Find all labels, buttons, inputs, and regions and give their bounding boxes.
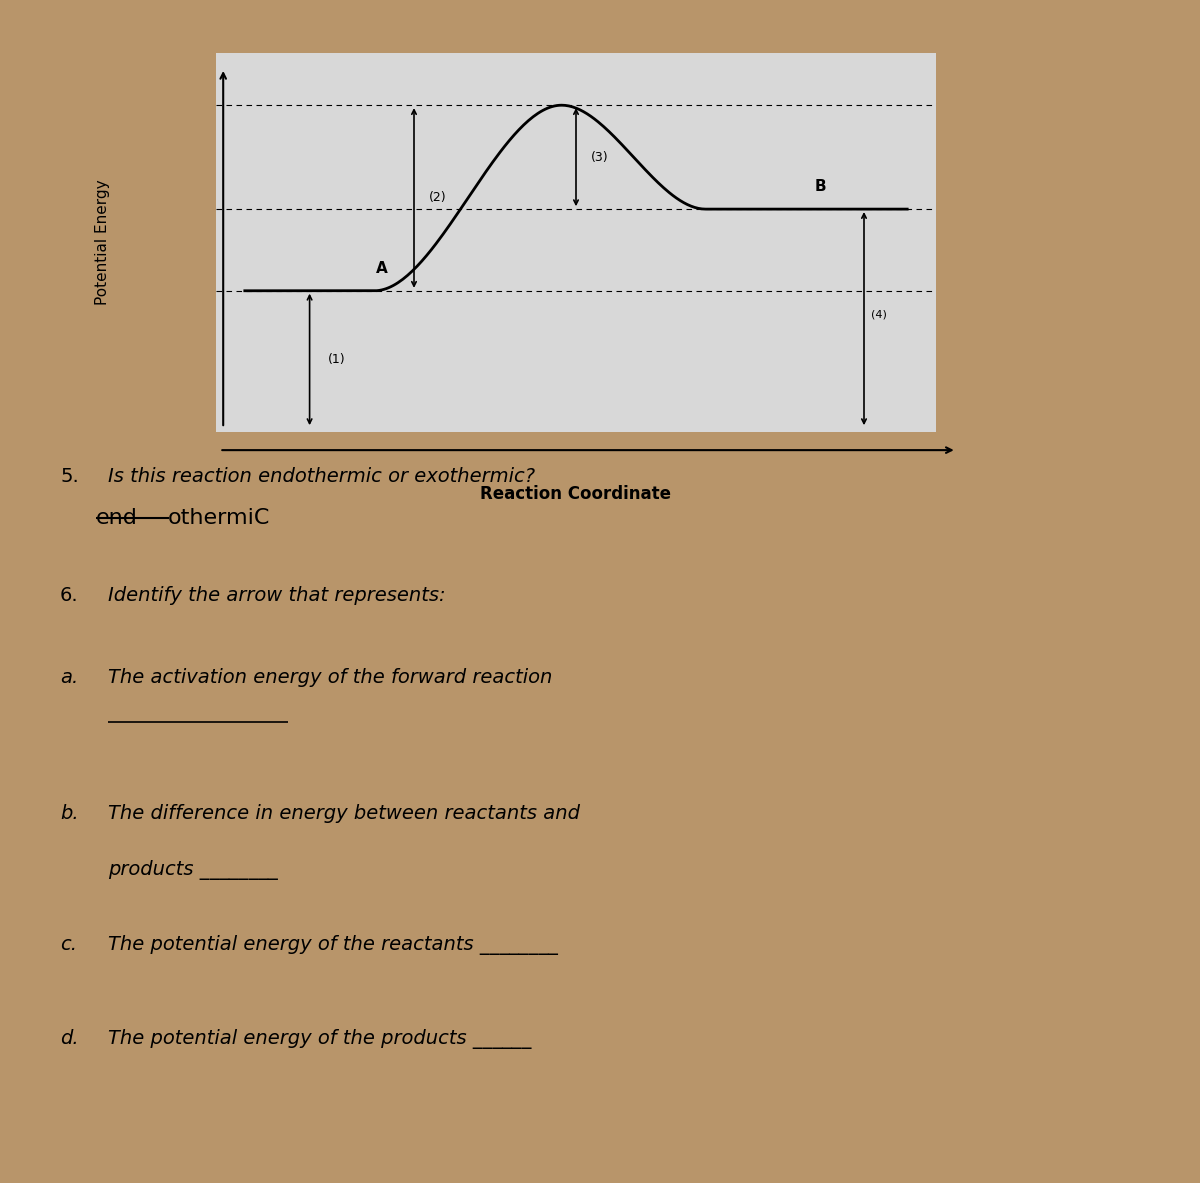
Text: The activation energy of the forward reaction: The activation energy of the forward rea… <box>108 668 552 687</box>
Text: (2): (2) <box>428 192 446 205</box>
Text: The difference in energy between reactants and: The difference in energy between reactan… <box>108 804 580 823</box>
Text: The potential energy of the reactants ________: The potential energy of the reactants __… <box>108 935 558 955</box>
Text: Reaction Coordinate: Reaction Coordinate <box>480 485 672 503</box>
Text: (4): (4) <box>871 310 887 319</box>
Text: A: A <box>376 261 388 276</box>
Text: 6.: 6. <box>60 586 79 605</box>
Text: end: end <box>96 508 138 528</box>
Text: b.: b. <box>60 804 79 823</box>
Text: (1): (1) <box>328 353 346 366</box>
Text: othermiC: othermiC <box>168 508 270 528</box>
Text: (3): (3) <box>590 150 608 163</box>
Text: 5.: 5. <box>60 467 79 486</box>
Text: products ________: products ________ <box>108 860 277 880</box>
Text: Is this reaction endothermic or exothermic?: Is this reaction endothermic or exotherm… <box>108 467 535 486</box>
Text: B: B <box>815 180 827 194</box>
Text: Potential Energy: Potential Energy <box>95 180 109 305</box>
Text: The potential energy of the products ______: The potential energy of the products ___… <box>108 1029 532 1049</box>
Text: c.: c. <box>60 935 77 953</box>
Text: d.: d. <box>60 1029 79 1048</box>
Text: a.: a. <box>60 668 78 687</box>
Text: Identify the arrow that represents:: Identify the arrow that represents: <box>108 586 445 605</box>
